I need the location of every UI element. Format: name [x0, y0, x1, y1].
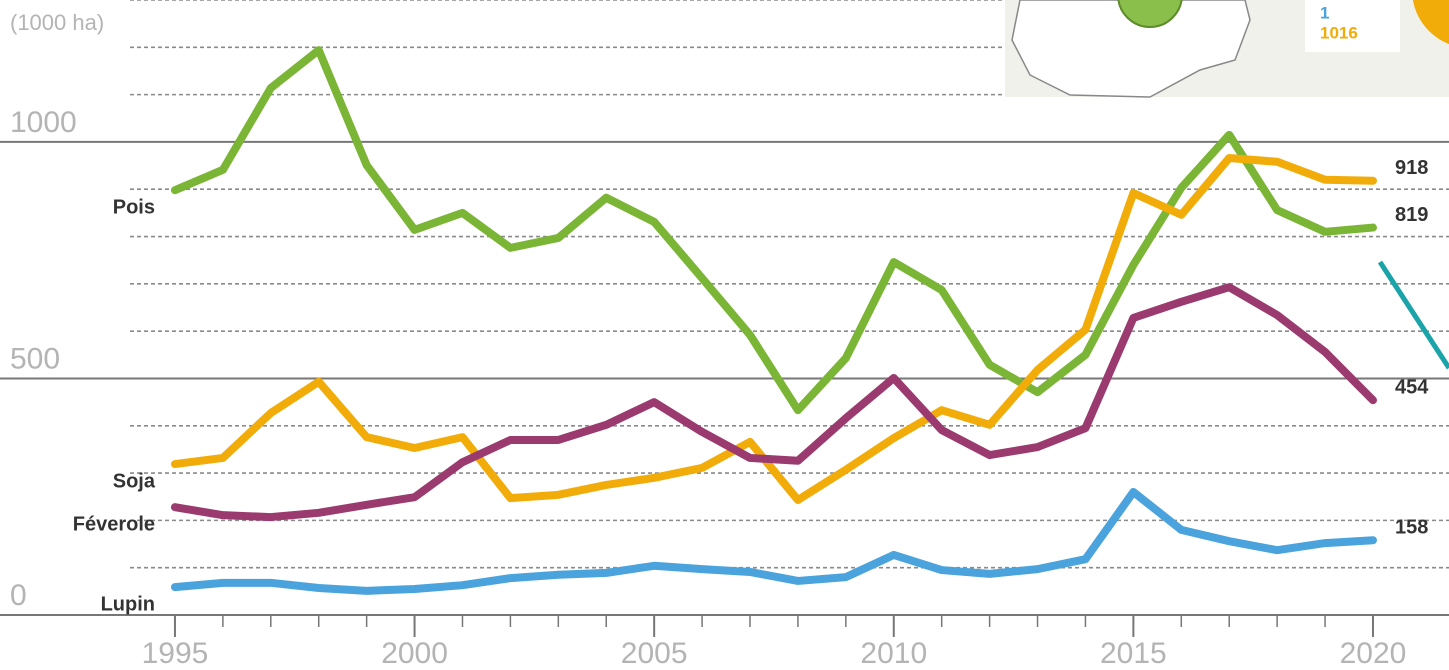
map-outline [1011, 0, 1251, 98]
pointer-line [1377, 260, 1449, 370]
y-tick-label: 500 [10, 342, 60, 375]
x-tick-label: 2005 [621, 637, 688, 670]
x-tick-label: 2020 [1340, 637, 1407, 670]
series-label: Pois [113, 196, 155, 218]
map-bubble [1117, 0, 1183, 28]
end-value-label: 819 [1395, 204, 1428, 226]
y-tick-label: 0 [10, 579, 27, 612]
end-value-label: 158 [1395, 517, 1428, 539]
map-bubble [1412, 0, 1449, 45]
series-line [170, 46, 1377, 415]
end-value-label: 454 [1395, 377, 1429, 399]
series-label: Soja [113, 470, 156, 492]
y-tick-label: 1000 [10, 106, 77, 139]
inset-label: 1 [1320, 3, 1329, 22]
y-axis-label: (1000 ha) [10, 10, 104, 35]
end-value-label: 918 [1395, 157, 1428, 179]
series-label: Féverole [73, 513, 155, 535]
x-tick-label: 2010 [860, 637, 927, 670]
series-label: Lupin [101, 593, 155, 615]
series-line [170, 283, 1377, 522]
x-tick-label: 2000 [381, 637, 448, 670]
series-line [170, 154, 1377, 505]
inset-label: 1016 [1320, 23, 1358, 42]
x-tick-label: 2015 [1100, 637, 1167, 670]
map-legend-box [1305, 0, 1400, 52]
map-inset: 1 1016 [1005, 0, 1449, 98]
series-line [170, 488, 1377, 595]
x-tick-label: 1995 [142, 637, 209, 670]
